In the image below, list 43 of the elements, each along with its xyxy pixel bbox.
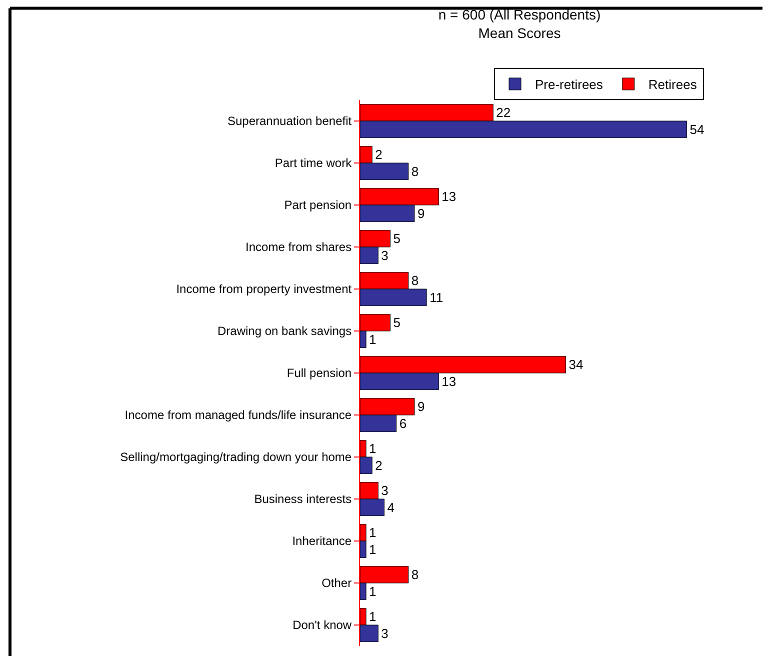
data-label: 4: [387, 500, 394, 515]
chart-title: n = 600 (All Respondents): [438, 6, 601, 23]
y-tick-label: Income from shares: [246, 240, 352, 254]
y-tick-label: Inheritance: [292, 534, 352, 548]
data-label: 13: [442, 189, 456, 204]
chart-subtitle: Mean Scores: [478, 24, 561, 41]
data-label: 1: [369, 525, 376, 540]
data-label: 8: [411, 164, 419, 179]
data-label: 9: [417, 206, 425, 221]
y-tick-label: Part time work: [274, 156, 353, 170]
y-tick-label: Full pension: [286, 366, 352, 380]
data-label: 3: [381, 483, 388, 498]
data-label: 54: [690, 122, 704, 137]
data-label: 2: [375, 147, 382, 162]
y-tick-label: Other: [322, 576, 352, 590]
y-tick-label: Income from property investment: [176, 282, 352, 296]
data-label: 1: [369, 332, 376, 347]
y-tick-label: Don't know: [292, 618, 352, 632]
data-label: 5: [393, 231, 400, 246]
data-label: 1: [369, 584, 376, 599]
data-label: 1: [369, 609, 376, 624]
data-label: 1: [369, 441, 376, 456]
data-label: 8: [411, 273, 419, 288]
y-tick-label: Drawing on bank savings: [218, 324, 352, 338]
y-tick-label: Income from managed funds/life insurance: [124, 408, 352, 422]
data-label: 3: [381, 626, 388, 641]
y-tick-label: Superannuation benefit: [227, 114, 352, 128]
legend-label: Retirees: [648, 77, 698, 92]
data-label: 9: [417, 399, 425, 414]
data-label: 3: [381, 248, 388, 263]
data-label: 34: [568, 357, 584, 372]
y-tick-label: Selling/mortgaging/trading down your home: [120, 450, 352, 464]
legend-label: Pre-retirees: [535, 77, 604, 92]
data-label: 1: [369, 542, 376, 557]
data-label: 13: [442, 374, 456, 389]
y-tick-label: Part pension: [284, 198, 352, 212]
data-label: 6: [399, 416, 407, 431]
y-tick-label: Business interests: [254, 492, 352, 506]
data-label: 22: [496, 105, 511, 120]
data-label: 11: [430, 290, 444, 305]
data-label: 2: [375, 458, 382, 473]
data-label: 5: [393, 315, 400, 330]
data-label: 8: [411, 567, 419, 582]
